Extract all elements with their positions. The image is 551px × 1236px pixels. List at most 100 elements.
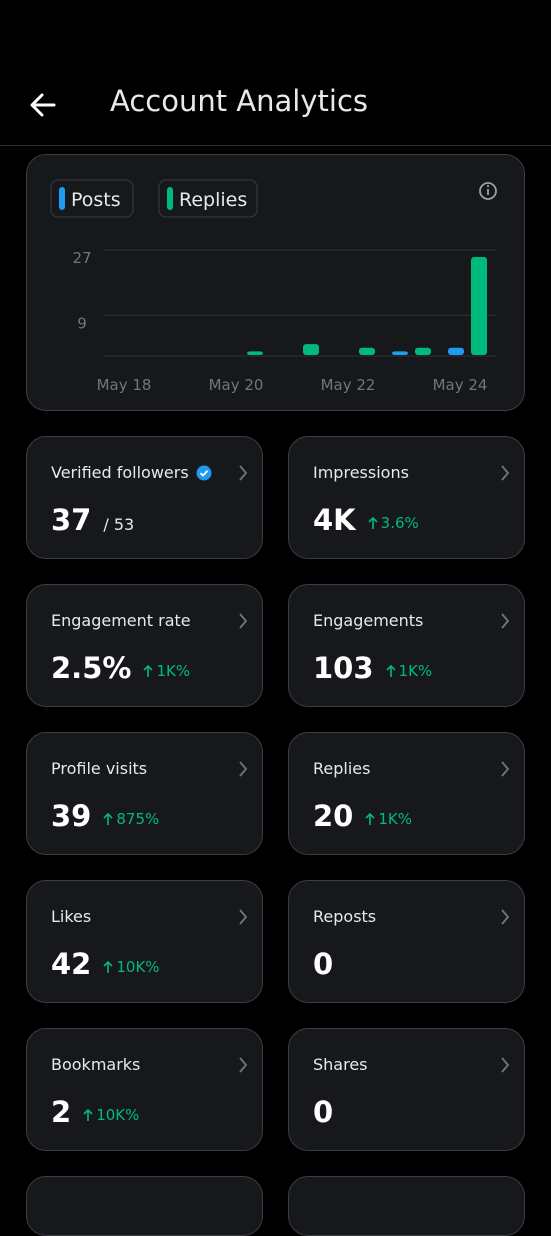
chevron [501,1057,510,1073]
card-title: Bookmarks [51,1055,141,1074]
card-value-row: 2.5% 1K% [51,651,190,685]
card-title: Impressions [313,463,409,482]
bar [448,347,464,355]
metric-card[interactable]: Impressions 4K 3.6% [288,436,525,559]
chevron [239,1057,248,1073]
card-title: Likes [51,907,92,926]
legend-swatch [167,187,173,210]
header-title: Account Analytics [110,84,368,118]
card-value: 20 [313,799,354,833]
card-value: 103 [313,651,374,685]
up-arrow [368,516,378,529]
card-value-row: 37 / 53 [51,503,134,537]
metric-card[interactable]: Likes 42 10K% [26,880,263,1003]
page: Account Analytics Posts Replies 9 27 May 18 M… [0,84,551,1236]
chevron [239,613,248,629]
card-value-row: 0 [313,1095,333,1129]
chevron [501,465,510,481]
legend-item[interactable] [158,179,258,218]
card-title-row: Engagement rate [51,611,191,630]
bar [471,257,487,355]
metric-card[interactable]: Profile visits 39 875% [26,732,263,855]
card-title: Shares [313,1055,368,1074]
card-change-row: 1K% [385,662,433,680]
card-title: Reposts [313,907,377,926]
metric-card[interactable]: Engagements 103 1K% [288,584,525,707]
card-value: 39 [51,799,92,833]
card-change: 1K% [156,662,191,680]
card-title-row: Replies [313,759,370,778]
card-value-row: 0 [313,947,333,981]
chart: Posts Replies 9 27 May 18 May 20 May 22 May 24 [50,179,497,394]
x-tick-label: May 24 [433,376,488,394]
legend-swatch [59,187,65,210]
card-title: Profile visits [51,759,148,778]
card-value: 37 [51,503,92,537]
divider [0,145,551,146]
card-change-row: 875% [103,810,159,828]
bar [392,351,408,355]
card-title: Engagements [313,611,424,630]
card-change-row: 10K% [83,1106,139,1124]
card-value-row: 20 1K% [313,799,412,833]
metric-card[interactable]: Reposts 0 [288,880,525,1003]
card-title: Replies [313,759,371,778]
card-title-row: Engagements [313,611,423,630]
chevron [239,465,248,481]
card-title-row: Reposts [313,907,376,926]
chart-card [26,154,525,411]
card-value-row: 4K 3.6% [313,503,419,537]
card-value: 2 [51,1095,72,1129]
card-title-row: Likes [51,907,91,926]
card-title-row: Bookmarks [51,1055,140,1074]
info-icon[interactable] [479,182,497,200]
x-tick-label: May 20 [209,376,264,394]
up-arrow [103,812,113,825]
card-value-row: 103 1K% [313,651,432,685]
card-value-row: 2 10K% [51,1095,139,1129]
up-arrow [143,664,154,677]
card-value: 0 [313,947,334,981]
legend-label: Posts [71,189,121,211]
back-button[interactable] [28,90,58,120]
bar [415,347,431,355]
card-title-row: Verified followers [51,463,212,482]
up-arrow [365,812,375,825]
card-title-row: Profile visits [51,759,147,778]
card-change: 3.6% [380,514,419,532]
card-partial [288,1176,525,1236]
metric-card[interactable]: Engagement rate 2.5% 1K% [26,584,263,707]
card-change-row: 1K% [143,662,190,680]
card-change: 1K% [398,662,433,680]
card-title: Verified followers [51,463,189,482]
card-change-row: 3.6% [368,514,419,532]
card-change: 875% [116,810,160,828]
card-value-row: 39 875% [51,799,159,833]
bar [303,344,319,355]
metric-card[interactable]: Bookmarks 2 10K% [26,1028,263,1151]
chevron [501,613,510,629]
card-value: 2.5% [51,651,132,685]
chevron [239,909,248,925]
up-arrow [385,664,396,677]
card-change-row: 10K% [103,958,160,976]
metric-card[interactable]: Verified followers 37 / 53 [26,436,263,559]
card-change: 1K% [378,810,412,828]
card-change: 10K% [116,958,160,976]
bar [359,347,375,355]
card-change-row: 1K% [365,810,412,828]
legend-item[interactable] [50,179,134,218]
x-tick-label: May 18 [97,376,152,394]
verified-badge [196,465,212,480]
chevron [239,761,248,777]
metric-card[interactable]: Replies 20 1K% [288,732,525,855]
x-tick-label: May 22 [321,376,376,394]
card-total: / 53 [103,515,135,534]
up-arrow [83,1108,93,1121]
card-value-row: 42 10K% [51,947,160,981]
metric-card[interactable]: Shares 0 [288,1028,525,1151]
legend-label: Replies [179,189,247,211]
card-title: Engagement rate [51,611,191,630]
card-change: 10K% [96,1106,140,1124]
y-tick-label: 27 [72,249,91,267]
